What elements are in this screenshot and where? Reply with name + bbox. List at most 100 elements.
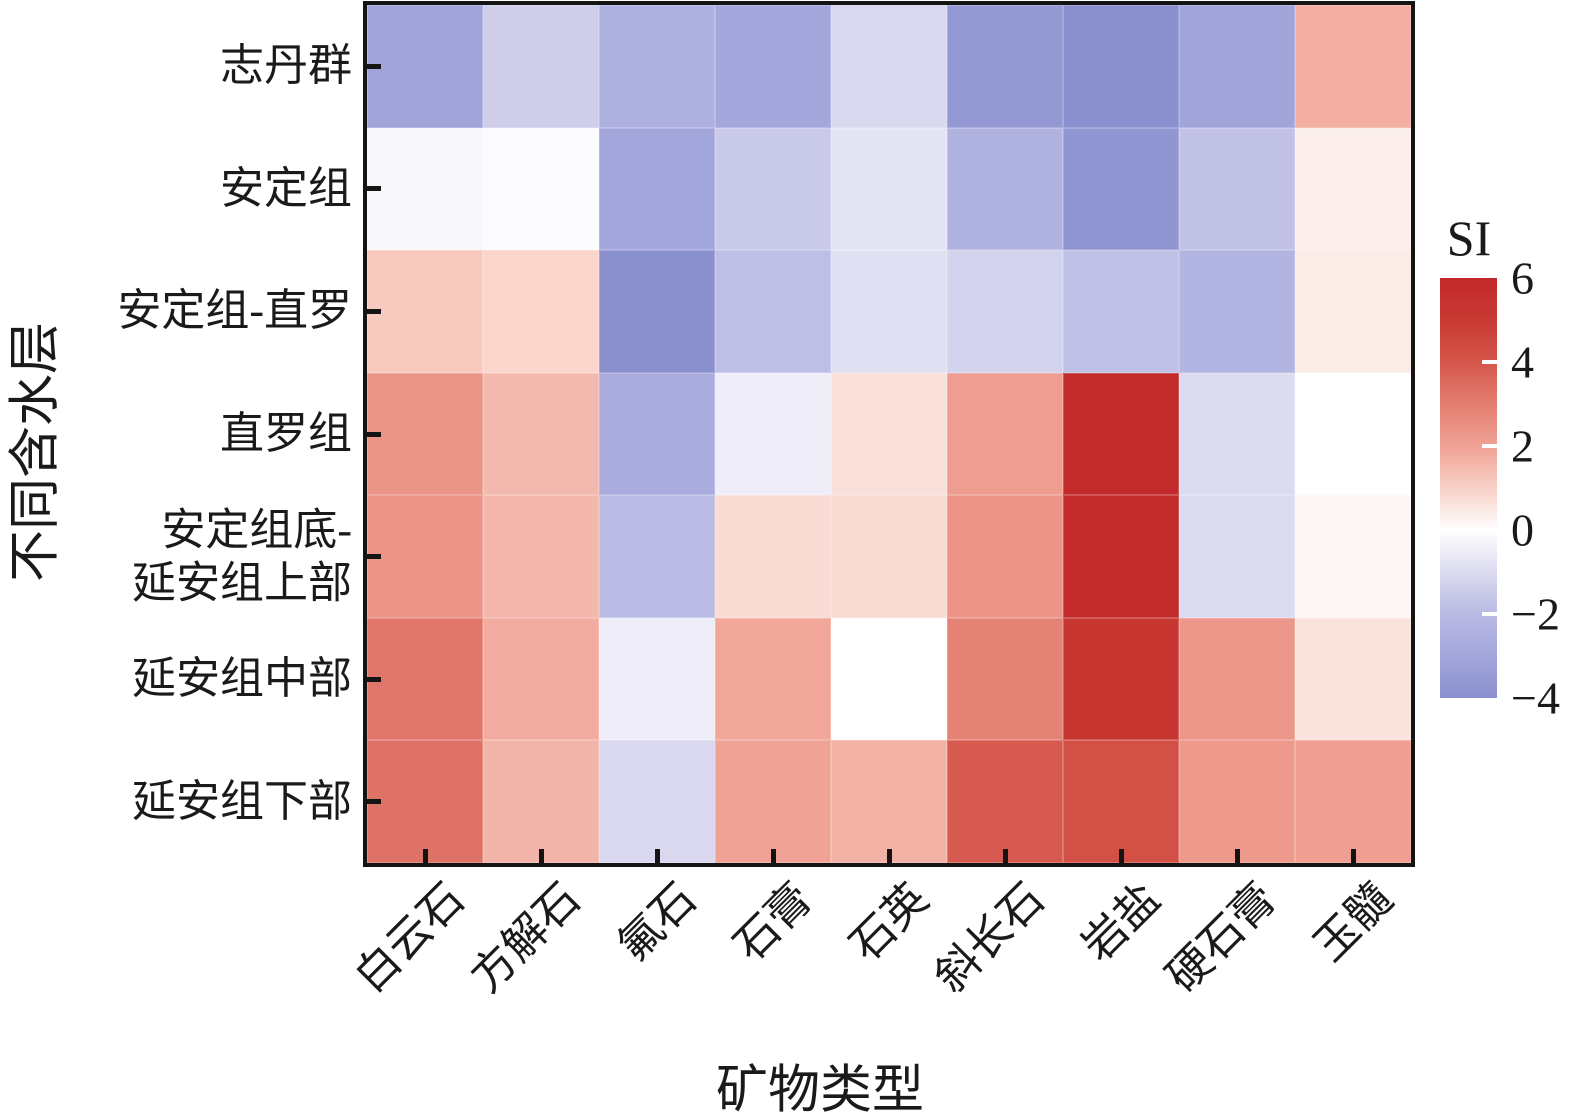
heatmap-cell xyxy=(715,127,831,251)
heatmap-cell xyxy=(715,617,831,741)
heatmap-cell xyxy=(831,495,947,618)
heatmap-cell xyxy=(715,495,831,618)
heatmap-cell xyxy=(831,617,947,741)
x-tick-label: 方解石 xyxy=(461,873,590,1002)
heatmap-cell xyxy=(1179,617,1295,741)
heatmap-cell xyxy=(1063,5,1179,128)
heatmap-cell xyxy=(947,617,1063,741)
x-tick-label: 石膏 xyxy=(724,873,822,971)
colorbar-inner-tick xyxy=(1482,612,1497,616)
heatmap-cell xyxy=(367,250,483,373)
y-tick-label: 安定组底- 延安组上部 xyxy=(132,504,352,608)
colorbar-tick-label: 6 xyxy=(1511,252,1534,304)
y-tick-label: 志丹群 xyxy=(220,41,352,91)
heatmap-cell xyxy=(947,5,1063,128)
colorbar-inner-tick xyxy=(1482,444,1497,448)
y-axis-tick xyxy=(367,799,381,805)
y-tick-label: 延安组中部 xyxy=(132,654,352,704)
heatmap-cell xyxy=(1063,740,1179,863)
x-axis-tick xyxy=(422,849,428,863)
y-axis-tick xyxy=(367,554,381,560)
x-axis-tick xyxy=(1118,849,1124,863)
heatmap-cell xyxy=(1295,617,1411,741)
heatmap-cell xyxy=(367,372,483,496)
heatmap-cell xyxy=(947,127,1063,251)
x-axis-tick xyxy=(770,849,776,863)
x-tick-label: 岩盐 xyxy=(1072,873,1170,971)
heatmap-cell xyxy=(947,372,1063,496)
heatmap-cell xyxy=(599,5,715,128)
colorbar-tick-label: 2 xyxy=(1511,420,1534,472)
heatmap-cell xyxy=(1063,372,1179,496)
heatmap-cell xyxy=(831,250,947,373)
heatmap-cell xyxy=(1295,495,1411,618)
heatmap-cell xyxy=(1295,5,1411,128)
x-axis-title: 矿物类型 xyxy=(715,1062,925,1120)
heatmap-cell xyxy=(599,250,715,373)
x-tick-label: 玉髓 xyxy=(1304,873,1402,971)
heatmap-cell xyxy=(1179,372,1295,496)
heatmap-cell xyxy=(1179,250,1295,373)
heatmap-cell xyxy=(1295,250,1411,373)
heatmap-cell xyxy=(1063,127,1179,251)
heatmap-cell xyxy=(483,5,599,128)
y-axis-tick xyxy=(367,308,381,314)
y-axis-tick xyxy=(367,431,381,437)
colorbar-gradient xyxy=(1440,278,1497,698)
y-tick-label: 延安组下部 xyxy=(132,776,352,826)
x-axis-tick xyxy=(1002,849,1008,863)
heatmap-cell xyxy=(367,617,483,741)
heatmap-cell xyxy=(831,740,947,863)
heatmap-cell xyxy=(483,250,599,373)
heatmap-cell xyxy=(367,127,483,251)
x-axis-tick xyxy=(886,849,892,863)
heatmap-cell xyxy=(483,127,599,251)
heatmap-cell xyxy=(483,617,599,741)
heatmap-cell xyxy=(715,372,831,496)
heatmap-cell xyxy=(483,495,599,618)
y-axis-tick xyxy=(367,186,381,192)
y-axis-tick xyxy=(367,676,381,682)
colorbar-tick-label: −4 xyxy=(1511,672,1560,724)
x-axis-tick xyxy=(654,849,660,863)
heatmap-cell xyxy=(1179,5,1295,128)
x-tick-label: 硬石膏 xyxy=(1157,873,1286,1002)
heatmap-cell xyxy=(483,740,599,863)
heatmap-cell xyxy=(1179,740,1295,863)
heatmap-grid xyxy=(367,5,1411,863)
heatmap-cell xyxy=(715,5,831,128)
colorbar-tick-label: 4 xyxy=(1511,336,1534,388)
heatmap-cell xyxy=(1063,495,1179,618)
x-tick-label: 石英 xyxy=(840,873,938,971)
heatmap-cell xyxy=(947,495,1063,618)
y-tick-label: 直罗组 xyxy=(220,409,352,459)
heatmap-cell xyxy=(715,740,831,863)
heatmap-cell xyxy=(1295,127,1411,251)
y-axis-tick xyxy=(367,63,381,69)
colorbar-tick-label: 0 xyxy=(1511,504,1534,556)
heatmap-cell xyxy=(599,495,715,618)
heatmap-cell xyxy=(831,5,947,128)
heatmap-cell xyxy=(831,372,947,496)
heatmap-cell xyxy=(1063,250,1179,373)
heatmap-cell xyxy=(947,740,1063,863)
x-tick-label: 氟石 xyxy=(608,873,706,971)
colorbar-title: SI xyxy=(1446,210,1492,266)
heatmap-cell xyxy=(599,127,715,251)
heatmap-cell xyxy=(367,740,483,863)
heatmap-cell xyxy=(831,127,947,251)
x-axis-tick xyxy=(1234,849,1240,863)
x-axis-tick xyxy=(1350,849,1356,863)
heatmap-cell xyxy=(483,372,599,496)
y-tick-label: 安定组 xyxy=(220,164,352,214)
heatmap-cell xyxy=(599,617,715,741)
x-tick-label: 斜长石 xyxy=(925,873,1054,1002)
heatmap-cell xyxy=(1063,617,1179,741)
heatmap-cell xyxy=(599,372,715,496)
heatmap-cell xyxy=(947,250,1063,373)
heatmap-cell xyxy=(715,250,831,373)
heatmap-cell xyxy=(1295,740,1411,863)
colorbar-inner-tick xyxy=(1482,360,1497,364)
heatmap-cell xyxy=(599,740,715,863)
